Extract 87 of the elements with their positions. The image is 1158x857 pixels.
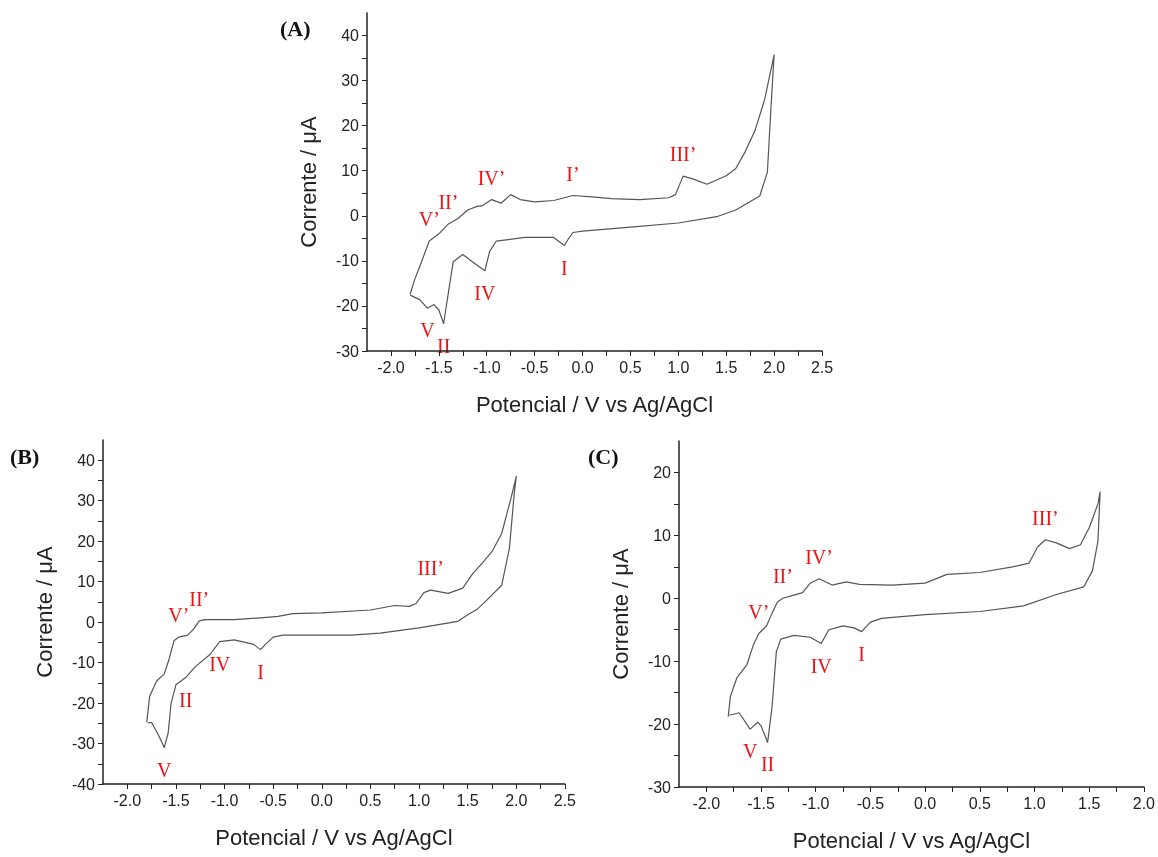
x-axis-title: Potencial / V vs Ag/AgCl bbox=[792, 827, 1031, 853]
annotation: I bbox=[257, 660, 264, 683]
y-tick-label: -20 bbox=[647, 715, 672, 733]
annotation: IV bbox=[810, 654, 833, 677]
y-tick-label: -40 bbox=[71, 775, 96, 793]
y-tick-label: 0 bbox=[350, 207, 360, 225]
x-tick-label: 1.0 bbox=[407, 791, 431, 809]
x-axis-title: Potencial / V vs Ag/AgCl bbox=[475, 391, 714, 417]
x-tick-label: -1.0 bbox=[801, 794, 830, 812]
x-tick-label: 1.0 bbox=[667, 358, 690, 376]
y-axis-title: Corrente / μA bbox=[607, 548, 633, 680]
x-tick-label: -1.0 bbox=[472, 358, 501, 376]
annotation: III’ bbox=[1032, 506, 1059, 529]
annotation: II’ bbox=[772, 565, 793, 588]
annotation: II’ bbox=[438, 190, 459, 213]
annotation: IV’ bbox=[477, 166, 506, 189]
x-tick-label: 1.0 bbox=[1023, 794, 1046, 812]
chart-title: (A) bbox=[280, 15, 311, 41]
y-tick-label: -20 bbox=[71, 694, 96, 712]
chart-title: (B) bbox=[10, 443, 40, 469]
y-tick-label: 30 bbox=[77, 492, 96, 510]
x-tick-label: 2.0 bbox=[762, 358, 786, 376]
x-tick-label: 2.0 bbox=[1132, 794, 1156, 812]
x-tick-label: 0.5 bbox=[968, 794, 992, 812]
annotation: IV bbox=[474, 281, 496, 304]
y-tick-label: -30 bbox=[335, 342, 360, 360]
annotation: I bbox=[858, 642, 866, 665]
y-tick-label: 0 bbox=[86, 613, 96, 631]
annotation: III’ bbox=[417, 557, 445, 580]
annotation: IV bbox=[209, 652, 231, 675]
x-tick-label: -0.5 bbox=[856, 794, 885, 812]
x-tick-label: -1.0 bbox=[210, 791, 239, 809]
y-axis-title: Corrente / μA bbox=[31, 546, 57, 678]
y-tick-label: 20 bbox=[77, 532, 96, 550]
x-tick-label: 2.5 bbox=[810, 358, 834, 376]
x-tick-label: -0.5 bbox=[259, 791, 288, 809]
x-axis-title: Potencial / V vs Ag/AgCl bbox=[215, 824, 453, 850]
line-series bbox=[409, 54, 775, 325]
annotation: II bbox=[178, 688, 193, 711]
annotation: I bbox=[560, 256, 568, 279]
y-tick-label: -30 bbox=[71, 735, 96, 753]
y-tick-label: 30 bbox=[341, 72, 360, 90]
y-tick-label: -10 bbox=[335, 252, 360, 270]
y-tick-label: 0 bbox=[662, 589, 672, 607]
annotation: V’ bbox=[418, 208, 440, 231]
x-tick-label: 2.0 bbox=[505, 791, 528, 809]
y-tick-label: 10 bbox=[341, 162, 360, 180]
annotation: II’ bbox=[189, 587, 210, 610]
annotation: V’ bbox=[748, 600, 770, 623]
y-tick-label: -10 bbox=[647, 652, 672, 670]
x-tick-label: 1.5 bbox=[1078, 794, 1101, 812]
y-tick-label: 40 bbox=[77, 451, 96, 469]
line-series bbox=[146, 475, 517, 749]
annotation: IV’ bbox=[805, 545, 833, 568]
y-tick-label: -20 bbox=[335, 297, 360, 315]
y-tick-label: 20 bbox=[653, 463, 672, 481]
x-tick-label: 0.0 bbox=[571, 358, 594, 376]
x-tick-label: -1.5 bbox=[747, 794, 775, 812]
x-tick-label: 1.5 bbox=[715, 358, 738, 376]
x-tick-label: -2.0 bbox=[113, 791, 142, 809]
x-tick-label: 1.5 bbox=[456, 791, 479, 809]
y-tick-label: 10 bbox=[77, 573, 96, 591]
annotation: III’ bbox=[669, 143, 697, 166]
x-tick-label: 0.0 bbox=[913, 794, 937, 812]
annotation: V’ bbox=[168, 604, 190, 627]
y-tick-label: -10 bbox=[71, 654, 96, 672]
x-tick-label: -2.0 bbox=[377, 358, 405, 376]
x-tick-label: 0.5 bbox=[359, 791, 382, 809]
line-series bbox=[727, 491, 1101, 743]
annotation: I’ bbox=[566, 162, 580, 185]
x-tick-label: 0.0 bbox=[310, 791, 333, 809]
y-tick-label: -30 bbox=[647, 778, 672, 796]
chart-title: (C) bbox=[588, 443, 619, 469]
y-axis-title: Corrente / μA bbox=[295, 116, 321, 248]
annotation: V bbox=[742, 740, 758, 763]
x-tick-label: -2.0 bbox=[692, 794, 721, 812]
x-tick-label: 0.5 bbox=[619, 358, 642, 376]
y-tick-label: 10 bbox=[653, 526, 672, 544]
annotation: II bbox=[760, 753, 775, 776]
x-tick-label: -1.5 bbox=[425, 358, 453, 376]
x-tick-label: -0.5 bbox=[520, 358, 549, 376]
x-tick-label: 2.5 bbox=[553, 791, 577, 809]
y-tick-label: 40 bbox=[341, 27, 360, 45]
annotation: V bbox=[157, 758, 173, 781]
annotation: V bbox=[420, 319, 436, 342]
y-tick-label: 20 bbox=[341, 117, 360, 135]
x-tick-label: -1.5 bbox=[162, 791, 190, 809]
